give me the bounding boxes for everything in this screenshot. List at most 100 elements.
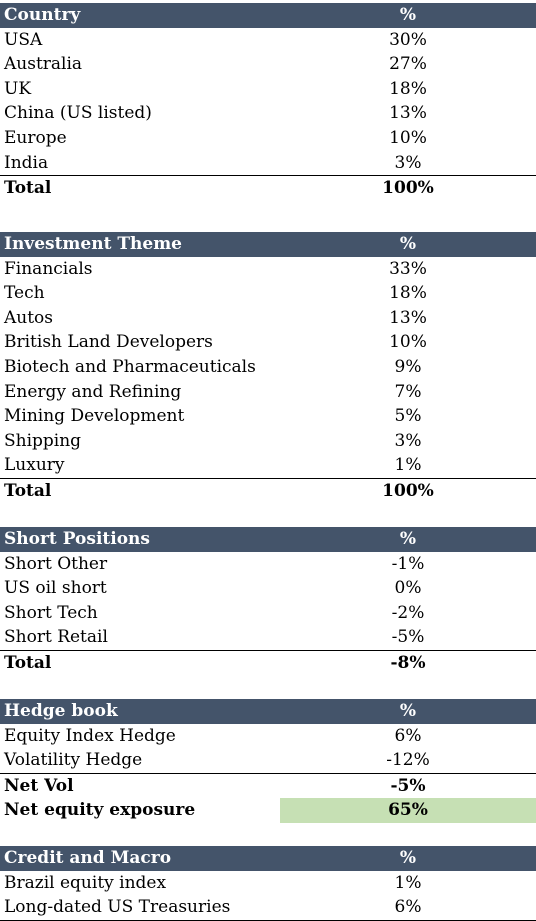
total-value: 100% bbox=[382, 178, 434, 199]
net-vol-row: Net Vol -5% bbox=[0, 772, 536, 799]
table-row: Short Retail -5% bbox=[0, 625, 536, 650]
net-vol-label: Net Vol bbox=[4, 775, 74, 796]
row-label: US oil short bbox=[4, 578, 107, 599]
table-row: British Land Developers 10% bbox=[0, 330, 536, 355]
row-label: Luxury bbox=[4, 455, 65, 476]
row-label: Autos bbox=[4, 307, 54, 328]
country-header-row: Country % bbox=[0, 3, 536, 28]
total-value: 100% bbox=[382, 480, 434, 501]
credit-macro-header-row: Credit and Macro % bbox=[0, 846, 536, 871]
row-label: Short Tech bbox=[4, 602, 98, 623]
row-label: Financials bbox=[4, 258, 93, 279]
row-label: China (US listed) bbox=[4, 103, 152, 124]
row-value: 30% bbox=[389, 29, 427, 50]
row-value: 9% bbox=[394, 356, 422, 377]
row-value: 18% bbox=[389, 78, 427, 99]
row-value: -12% bbox=[386, 750, 430, 771]
credit-macro-table: Credit and Macro % Brazil equity index 1%… bbox=[0, 846, 536, 921]
table-row: Short Tech -2% bbox=[0, 601, 536, 626]
total-row: Total 100% bbox=[0, 175, 536, 201]
table-row: Australia 27% bbox=[0, 52, 536, 77]
row-label: Equity Index Hedge bbox=[4, 725, 176, 746]
row-label: UK bbox=[4, 78, 32, 99]
row-value: 5% bbox=[394, 406, 422, 427]
table-row: Luxury 1% bbox=[0, 453, 536, 478]
total-label: Total bbox=[4, 480, 52, 501]
row-value: 6% bbox=[394, 725, 422, 746]
row-value: 3% bbox=[394, 430, 422, 451]
table-row: China (US listed) 13% bbox=[0, 101, 536, 126]
net-equity-label: Net equity exposure bbox=[4, 800, 196, 821]
table-row: UK 18% bbox=[0, 77, 536, 102]
total-value: -8% bbox=[390, 652, 426, 673]
short-positions-header-row: Short Positions % bbox=[0, 527, 536, 552]
investment-theme-table: Investment Theme % Financials 33% Tech 18%… bbox=[0, 232, 536, 504]
country-table: Country % USA 30% Australia 27% UK 18% Chin… bbox=[0, 3, 536, 201]
row-label: Shipping bbox=[4, 430, 82, 451]
row-value: 1% bbox=[394, 872, 422, 893]
row-value: -2% bbox=[391, 602, 425, 623]
net-equity-value: 65% bbox=[280, 798, 536, 823]
table-row: Equity Index Hedge 6% bbox=[0, 724, 536, 749]
row-value: 33% bbox=[389, 258, 427, 279]
row-value: 13% bbox=[389, 103, 427, 124]
row-label: Australia bbox=[4, 54, 83, 75]
row-label: Europe bbox=[4, 127, 67, 148]
header-label: Investment Theme bbox=[4, 234, 182, 254]
row-value: 10% bbox=[389, 332, 427, 353]
short-positions-table: Short Positions % Short Other -1% US oil … bbox=[0, 527, 536, 676]
row-value: 10% bbox=[389, 127, 427, 148]
total-row: Total -8% bbox=[0, 649, 536, 676]
table-row: Mining Development 5% bbox=[0, 404, 536, 429]
table-row: Volatility Hedge -12% bbox=[0, 748, 536, 773]
row-label: Volatility Hedge bbox=[4, 750, 143, 771]
row-label: British Land Developers bbox=[4, 332, 213, 353]
net-equity-exposure-row: Net equity exposure 65% bbox=[0, 798, 536, 823]
investment-theme-header-row: Investment Theme % bbox=[0, 232, 536, 257]
row-value: 18% bbox=[389, 283, 427, 304]
header-percent: % bbox=[399, 701, 417, 721]
hedge-book-header-row: Hedge book % bbox=[0, 699, 536, 724]
table-row: Energy and Refining 7% bbox=[0, 380, 536, 405]
hedge-book-table: Hedge book % Equity Index Hedge 6% Volati… bbox=[0, 699, 536, 823]
row-label: India bbox=[4, 152, 49, 173]
table-row: Europe 10% bbox=[0, 126, 536, 151]
table-row: Long-dated US Treasuries 6% bbox=[0, 895, 536, 921]
row-label: Short Other bbox=[4, 553, 108, 574]
header-percent: % bbox=[399, 234, 417, 254]
table-row: Brazil equity index 1% bbox=[0, 871, 536, 896]
header-label: Short Positions bbox=[4, 529, 150, 549]
row-label: Brazil equity index bbox=[4, 872, 167, 893]
header-label: Hedge book bbox=[4, 701, 118, 721]
net-vol-value: -5% bbox=[390, 775, 426, 796]
header-percent: % bbox=[399, 529, 417, 549]
row-value: 27% bbox=[389, 54, 427, 75]
row-label: Energy and Refining bbox=[4, 381, 182, 402]
table-row: Shipping 3% bbox=[0, 429, 536, 454]
table-row: USA 30% bbox=[0, 28, 536, 53]
row-label: Mining Development bbox=[4, 406, 185, 427]
table-row: Short Other -1% bbox=[0, 552, 536, 577]
total-label: Total bbox=[4, 178, 52, 199]
header-percent: % bbox=[399, 5, 417, 25]
table-row: Financials 33% bbox=[0, 257, 536, 282]
row-value: 13% bbox=[389, 307, 427, 328]
row-label: Tech bbox=[4, 283, 45, 304]
header-label: Country bbox=[4, 5, 81, 25]
total-label: Total bbox=[4, 652, 52, 673]
row-label: Biotech and Pharmaceuticals bbox=[4, 356, 256, 377]
table-row: India 3% bbox=[0, 151, 536, 176]
row-label: Short Retail bbox=[4, 627, 108, 648]
row-value: 1% bbox=[394, 455, 422, 476]
row-value: -5% bbox=[391, 627, 425, 648]
table-row: Biotech and Pharmaceuticals 9% bbox=[0, 355, 536, 380]
row-label: Long-dated US Treasuries bbox=[4, 897, 231, 918]
row-value: 3% bbox=[394, 152, 422, 173]
row-value: 7% bbox=[394, 381, 422, 402]
row-value: 0% bbox=[394, 578, 422, 599]
total-row: Total 100% bbox=[0, 477, 536, 504]
table-row: Tech 18% bbox=[0, 281, 536, 306]
table-row: Autos 13% bbox=[0, 306, 536, 331]
row-value: -1% bbox=[391, 553, 425, 574]
header-label: Credit and Macro bbox=[4, 848, 172, 868]
